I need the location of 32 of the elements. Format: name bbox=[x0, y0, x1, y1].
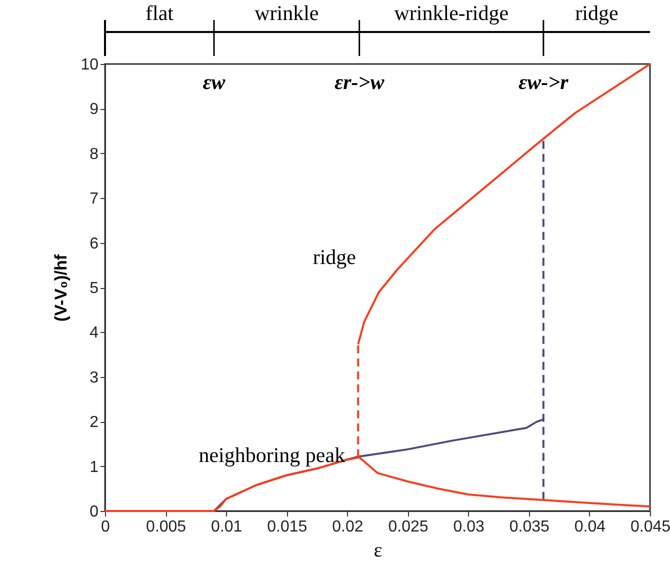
y-tick-label: 3 bbox=[90, 369, 99, 386]
y-tick-label: 8 bbox=[90, 146, 99, 163]
ref-line-label: εw->r bbox=[518, 70, 570, 94]
x-tick-label: 0.035 bbox=[509, 518, 550, 536]
y-tick-label: 10 bbox=[80, 56, 99, 74]
annotation: neighboring peak bbox=[198, 442, 346, 467]
text: ridge bbox=[575, 1, 618, 25]
annotation: ridge bbox=[312, 244, 356, 269]
x-tick-label: 0.005 bbox=[146, 518, 186, 536]
x-tick-label: 0.03 bbox=[453, 518, 485, 536]
x-tick-label: 0.025 bbox=[388, 518, 428, 536]
x-axis-title: ε bbox=[374, 540, 382, 562]
y-tick-label: 5 bbox=[90, 280, 99, 297]
text: flat bbox=[146, 1, 174, 25]
y-tick-label: 9 bbox=[90, 101, 99, 118]
x-tick-label: 0.045 bbox=[630, 518, 670, 536]
ref-line-label: εw bbox=[202, 70, 226, 94]
text: wrinkle bbox=[254, 1, 319, 25]
x-tick-label: 0.01 bbox=[211, 518, 242, 536]
x-tick-label: 0.02 bbox=[332, 518, 364, 536]
y-tick-label: 6 bbox=[90, 235, 99, 252]
y-tick-label: 0 bbox=[90, 504, 99, 520]
x-tick-label: 0.015 bbox=[267, 518, 308, 536]
y-tick-label: 4 bbox=[90, 324, 99, 342]
ref-line-label: εr->w bbox=[334, 70, 386, 94]
x-tick-label: 0.04 bbox=[574, 518, 606, 536]
y-tick-label: 2 bbox=[90, 414, 99, 432]
x-tick-label: 0 bbox=[101, 518, 110, 536]
text: wrinkle-ridge bbox=[394, 1, 509, 25]
y-tick-label: 1 bbox=[90, 458, 99, 476]
y-axis-title: (V-V₀)/hf bbox=[52, 254, 71, 322]
y-tick-label: 7 bbox=[90, 190, 99, 208]
